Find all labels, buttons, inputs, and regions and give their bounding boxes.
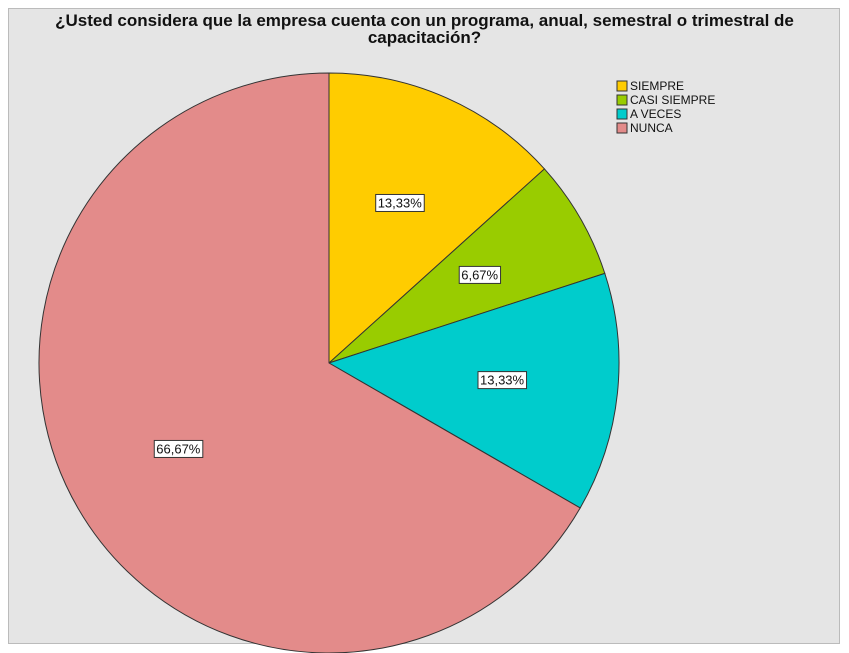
- legend-label: NUNCA: [630, 121, 673, 135]
- legend-label: SIEMPRE: [630, 79, 684, 93]
- data-label-box: [477, 371, 528, 390]
- chart-title: ¿Usted considera que la empresa cuenta c…: [55, 11, 794, 47]
- legend-swatch: [616, 94, 628, 106]
- pie-slice: [38, 72, 581, 653]
- data-label-box: [458, 265, 502, 284]
- data-label-box: [375, 193, 425, 212]
- legend-label: A VECES: [630, 107, 681, 121]
- data-label: 66,67%: [156, 441, 201, 456]
- data-label: 6,67%: [461, 267, 498, 282]
- legend-swatch: [616, 122, 628, 134]
- data-label-box: [153, 439, 204, 458]
- pie-slice: [328, 72, 546, 365]
- data-label: 13,33%: [480, 373, 525, 388]
- legend-swatch: [616, 80, 628, 92]
- pie-slice: [327, 272, 620, 509]
- data-label: 13,33%: [378, 195, 423, 210]
- legend-label: CASI SIEMPRE: [630, 93, 715, 107]
- legend-swatch: [616, 108, 628, 120]
